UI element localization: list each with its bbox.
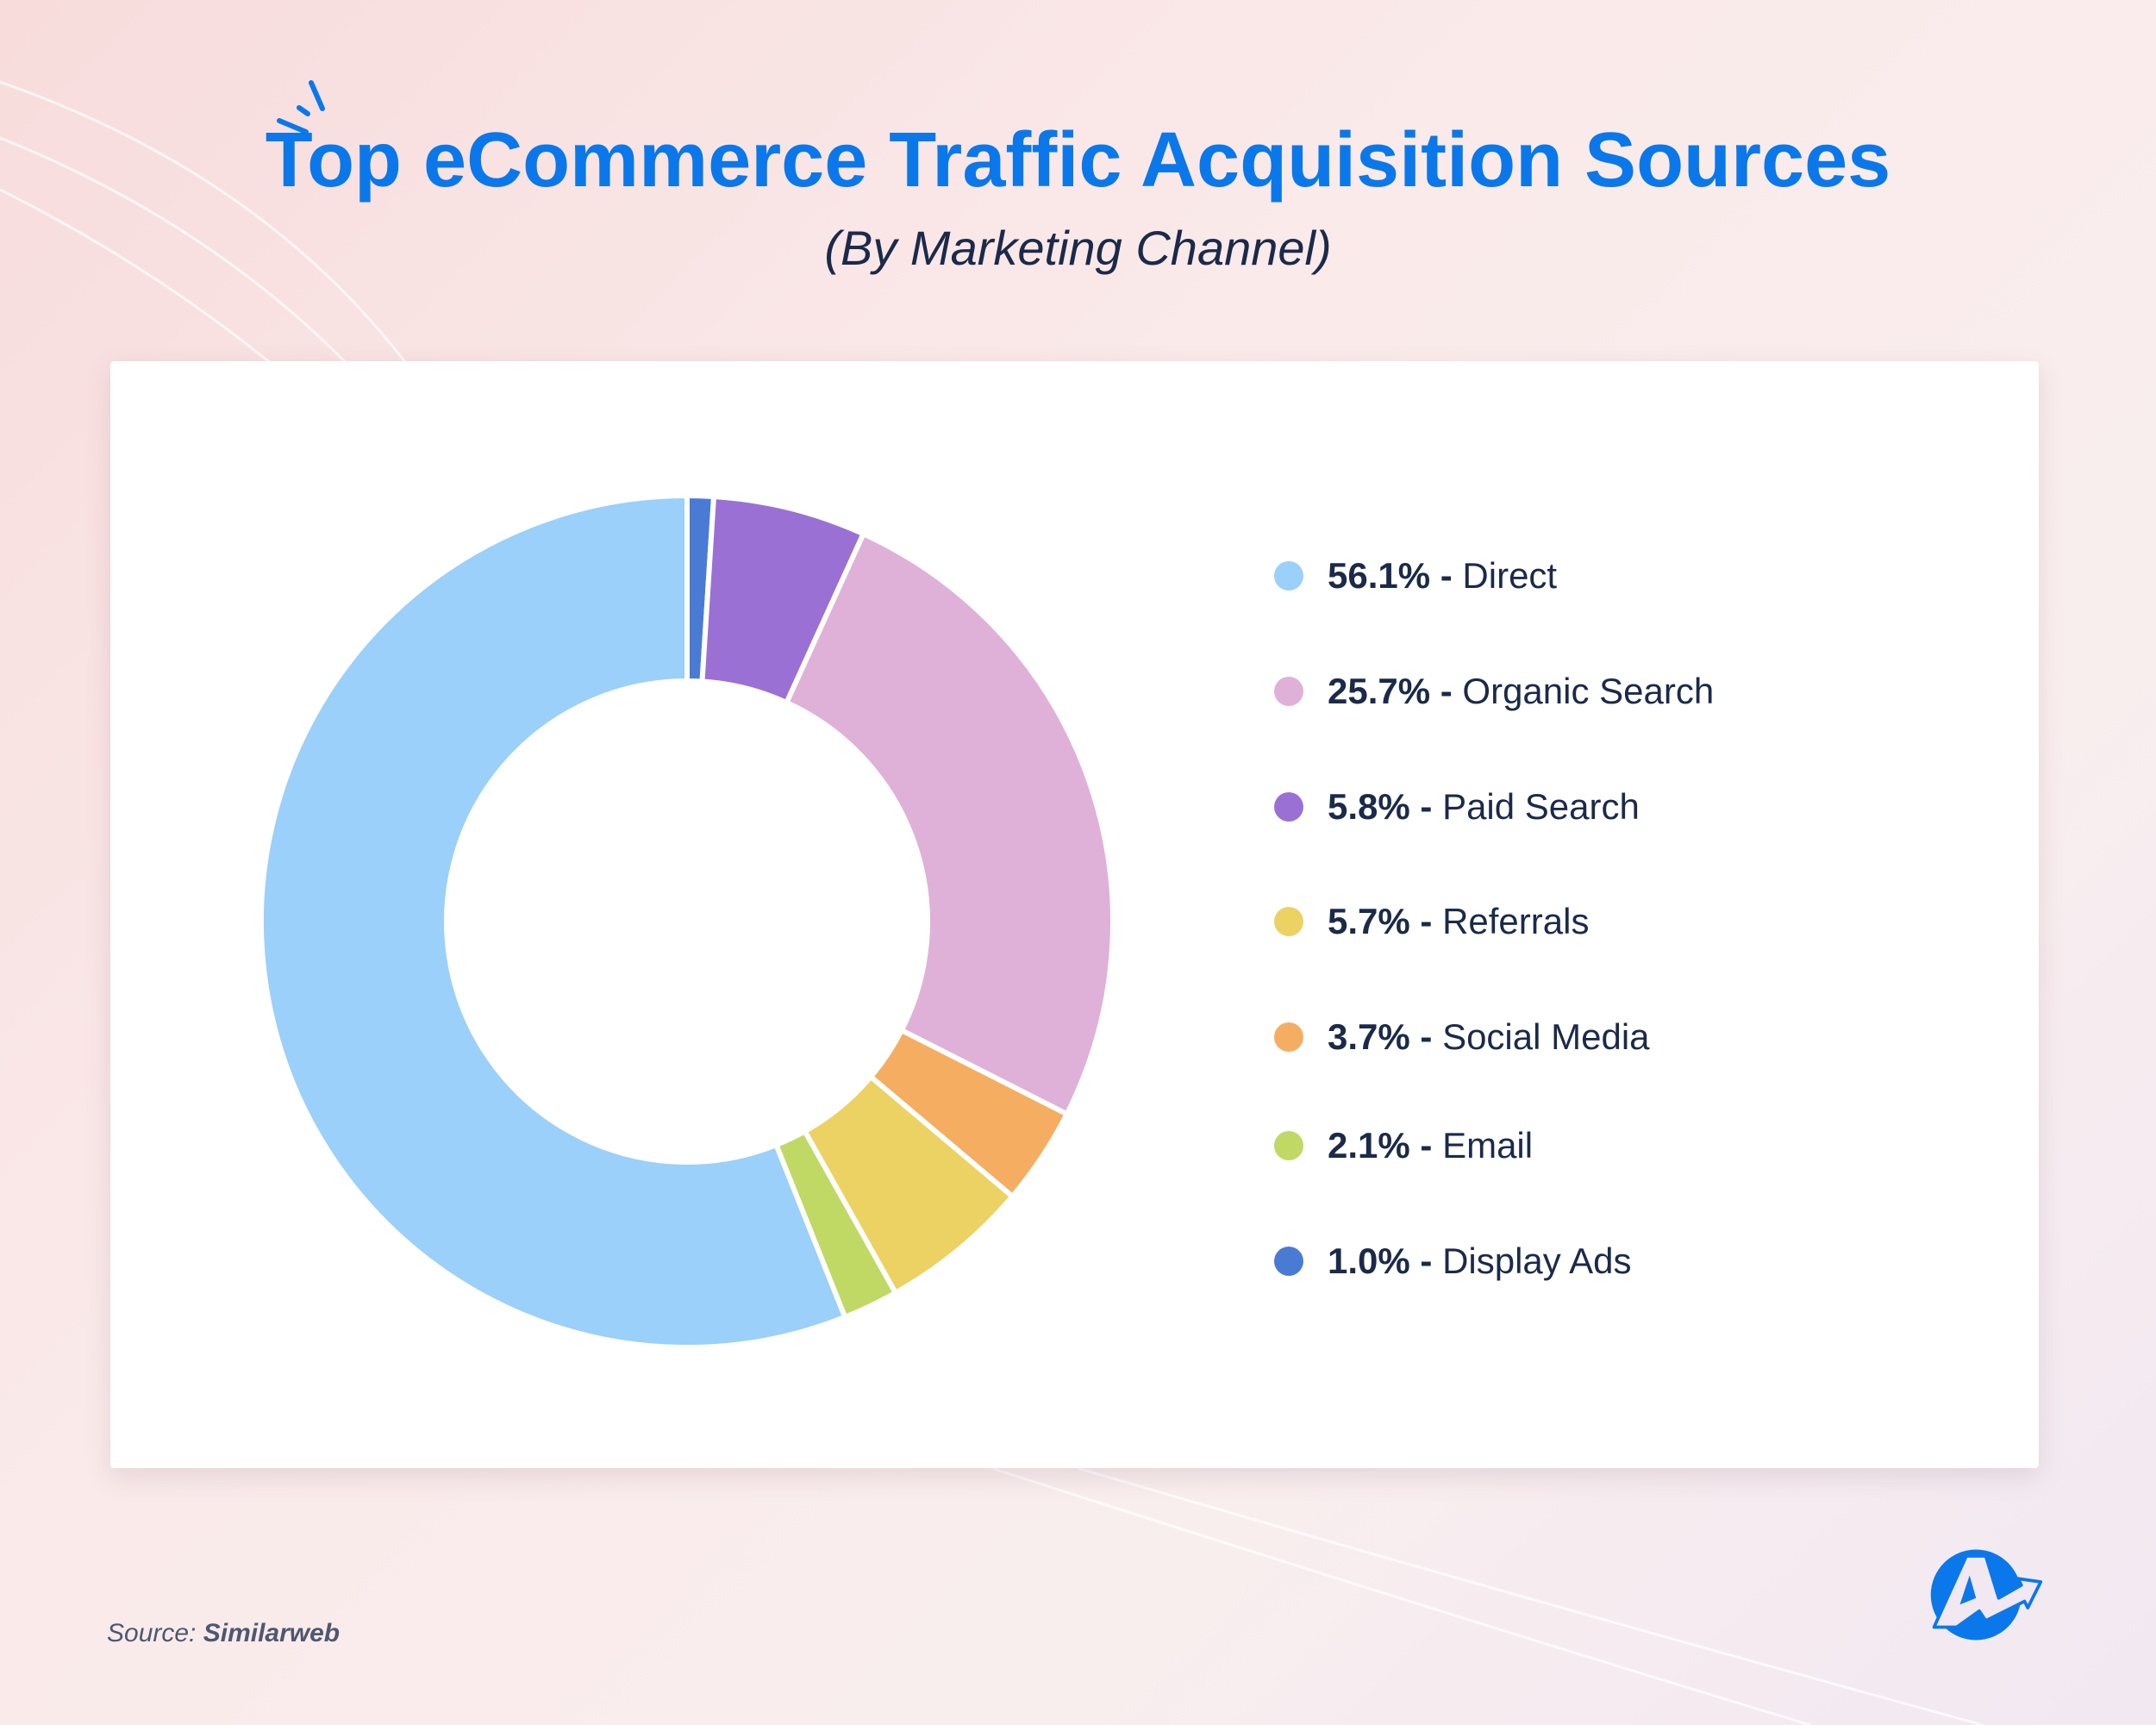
- legend-label: Social Media: [1442, 1016, 1650, 1057]
- legend-dot: [1274, 1022, 1303, 1052]
- legend-value: 5.8%: [1328, 786, 1410, 827]
- legend-dot: [1274, 907, 1303, 936]
- legend-dot: [1274, 1131, 1303, 1160]
- legend-separator: -: [1430, 555, 1463, 596]
- decorative-arc: [991, 1466, 1811, 1725]
- decorative-arc: [1077, 1466, 1984, 1725]
- decorative-arc: [0, 136, 364, 381]
- legend-value: 5.7%: [1328, 901, 1410, 941]
- donut-slice-organic-search: [783, 530, 1115, 1118]
- legend-label: Direct: [1462, 555, 1558, 596]
- legend-separator: -: [1409, 901, 1443, 941]
- legend-value: 1.0%: [1328, 1241, 1410, 1281]
- source-label: Source:: [107, 1619, 197, 1647]
- brand-logo-icon: [1930, 1549, 2043, 1641]
- chart-card: 56.1% - Direct 25.7% - Organic Search 5.8%…: [110, 361, 2039, 1468]
- chart-subtitle: (By Marketing Channel): [824, 221, 1332, 275]
- donut-slice-direct: [259, 492, 849, 1350]
- legend-separator: -: [1409, 1016, 1443, 1057]
- legend-item-organic-search: 25.7% - Organic Search: [1274, 666, 1714, 717]
- legend-separator: -: [1430, 671, 1463, 711]
- donut-chart: [259, 492, 1115, 1350]
- legend-item-social-media: 3.7% - Social Media: [1274, 1011, 1650, 1063]
- legend-value: 2.1%: [1328, 1125, 1410, 1166]
- legend-label: Paid Search: [1442, 786, 1640, 827]
- legend-value: 56.1%: [1328, 555, 1431, 596]
- legend-item-paid-search: 5.8% - Paid Search: [1274, 781, 1640, 833]
- legend-dot: [1274, 677, 1303, 706]
- legend-value: 3.7%: [1328, 1016, 1410, 1057]
- legend-label: Display Ads: [1442, 1241, 1632, 1281]
- source-note: Source: Similarweb: [107, 1619, 340, 1648]
- legend-item-direct: 56.1% - Direct: [1274, 550, 1557, 602]
- chart-title: Top eCommerce Traffic Acquisition Source…: [265, 117, 1891, 203]
- legend-separator: -: [1409, 786, 1443, 827]
- legend-dot: [1274, 1247, 1303, 1276]
- legend-label: Referrals: [1442, 901, 1590, 941]
- legend-separator: -: [1409, 1241, 1443, 1281]
- sparkle-icon: [277, 80, 325, 134]
- legend-label: Email: [1442, 1125, 1534, 1166]
- decorative-arc: [0, 80, 407, 363]
- legend-separator: -: [1409, 1125, 1443, 1166]
- legend-item-referrals: 5.7% - Referrals: [1274, 896, 1589, 947]
- legend-item-email: 2.1% - Email: [1274, 1120, 1533, 1172]
- legend-label: Organic Search: [1462, 671, 1715, 711]
- source-name: Similarweb: [203, 1619, 341, 1647]
- legend-item-display-ads: 1.0% - Display Ads: [1274, 1235, 1632, 1287]
- legend-value: 25.7%: [1328, 671, 1431, 711]
- legend-dot: [1274, 792, 1303, 822]
- legend-dot: [1274, 561, 1303, 591]
